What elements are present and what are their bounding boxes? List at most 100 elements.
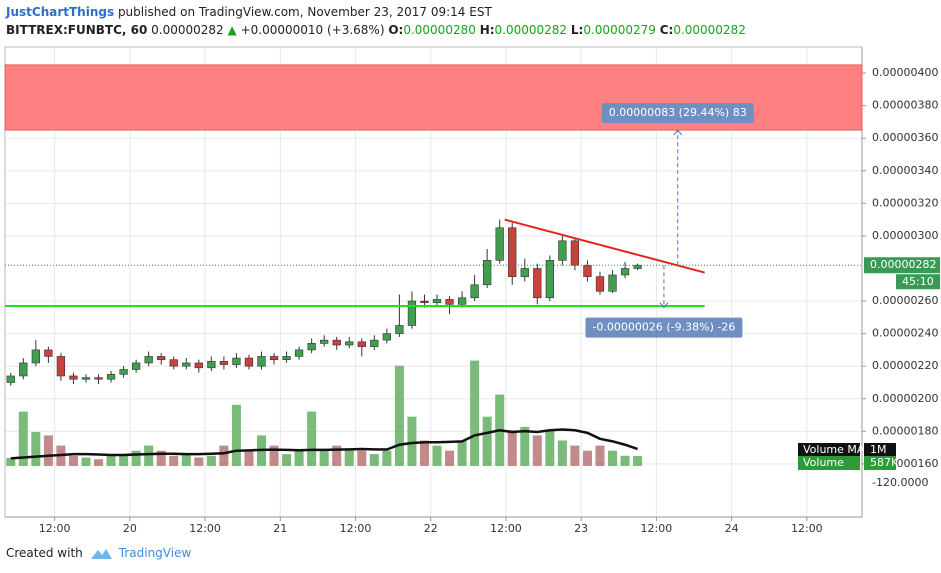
candle-body <box>533 268 542 299</box>
candle-body <box>545 260 554 299</box>
candle-body <box>56 356 66 377</box>
volume-bar <box>181 454 191 466</box>
volume-bar <box>282 454 292 466</box>
candle-body <box>345 341 354 346</box>
volume-bar <box>582 450 592 466</box>
volume-bar <box>6 458 16 466</box>
countdown-box <box>896 274 940 290</box>
candle-body <box>94 377 103 380</box>
volume-bar <box>620 455 630 466</box>
y-tick-label: 0.00000300 <box>872 229 938 242</box>
candle-body <box>106 374 116 380</box>
candle-body <box>257 356 266 367</box>
candle-body <box>144 356 153 364</box>
author[interactable]: JustChartThings <box>6 5 115 19</box>
volume-axis-label: -120.0000 <box>872 476 928 489</box>
candle-body <box>520 268 529 277</box>
created-with: Created with <box>6 546 83 560</box>
volume-bar <box>369 454 379 466</box>
volume-bar <box>357 450 367 466</box>
candle-body <box>558 240 567 261</box>
y-tick-label: 0.00000260 <box>872 294 938 307</box>
volume-bar <box>206 455 216 466</box>
ohlc-label: O: <box>388 23 404 37</box>
volume-bar <box>294 450 304 466</box>
chart: 0.00000400 0.00000380 0.00000360 0.00000340… <box>4 46 940 535</box>
volume-bar <box>407 416 417 466</box>
y-tick-label: 0.00000380 <box>872 99 938 112</box>
candle-body <box>131 362 141 370</box>
y-tick-label: 0.00000220 <box>872 359 938 372</box>
candle-body <box>608 274 617 292</box>
volume-bar <box>244 450 254 466</box>
volume-bar <box>608 450 618 466</box>
candle-body <box>570 240 580 266</box>
measure-label: -0.00000026 (-9.38%) -26 <box>592 321 735 334</box>
ohlc-value: 0.00000279 <box>583 23 656 37</box>
logo <box>90 549 112 559</box>
volume-bar <box>532 435 542 466</box>
x-tick-label: 12:00 <box>791 522 823 535</box>
ohlc-value: 0.00000280 <box>403 23 476 37</box>
candle-body <box>508 227 517 277</box>
volume-bar <box>144 445 154 466</box>
candle-body <box>244 357 254 367</box>
candle-body <box>207 361 216 369</box>
measure-box <box>601 103 754 124</box>
published: published on TradingView.com, November 2… <box>117 5 492 19</box>
volume-legend-name: Volume <box>803 456 844 469</box>
volume-bar <box>633 456 643 466</box>
brand[interactable]: TradingView <box>118 546 192 560</box>
volume-bar <box>43 435 53 466</box>
candle-body <box>583 264 592 277</box>
volume-bar <box>169 455 179 466</box>
volume-bar <box>332 445 342 466</box>
candle-body <box>407 300 417 326</box>
x-tick-label: 12:00 <box>641 522 673 535</box>
volume-bar <box>394 365 404 466</box>
ohlc-value: 0.00000282 <box>494 23 568 37</box>
volume-bar <box>344 449 354 466</box>
candle-body <box>31 349 40 364</box>
volume-bar <box>470 360 480 466</box>
y-tick-label: 0.00000400 <box>872 66 938 79</box>
y-tick-label: 0.00000320 <box>872 196 938 209</box>
candle-body <box>445 299 454 305</box>
x-tick-label: 12:00 <box>189 522 221 535</box>
y-tick-label: 0.00000360 <box>872 131 938 144</box>
x-tick-label: 21 <box>273 522 287 535</box>
volume-bar <box>81 457 91 466</box>
volume-bar <box>520 426 530 466</box>
volume-bar <box>131 450 141 466</box>
header-line: JustChartThings published on TradingView… <box>6 3 746 21</box>
candle-body <box>19 362 28 377</box>
change: +0.00000010 (+3.68%) <box>240 23 385 37</box>
volume-bar <box>31 432 41 466</box>
volume-bar <box>119 454 129 466</box>
volume-value-label: 1M <box>870 443 887 456</box>
candle-body <box>395 325 404 334</box>
candle-body <box>320 339 329 344</box>
candle-body <box>44 349 53 357</box>
measure-arrow <box>659 302 669 309</box>
volume-bar <box>319 450 329 466</box>
header: JustChartThings published on TradingView… <box>6 3 746 39</box>
volume-bar <box>231 404 241 466</box>
volume-bar <box>557 440 567 466</box>
candle-body <box>420 300 429 303</box>
candle-body <box>194 362 203 369</box>
candle-body <box>81 377 91 380</box>
candle-body <box>169 359 178 367</box>
measure-label: 0.00000083 (29.44%) 83 <box>609 106 747 119</box>
candle-body <box>157 356 166 360</box>
symbol: BITTREX:FUNBTC, 60 <box>6 23 148 37</box>
volume-legend-box <box>798 443 860 457</box>
candle-body <box>307 343 316 351</box>
x-tick-label: 23 <box>574 522 588 535</box>
candle-body <box>382 333 392 341</box>
countdown: 45:10 <box>902 275 934 288</box>
volume-bar <box>194 457 204 466</box>
x-tick-label: 22 <box>424 522 438 535</box>
header-line: BITTREX:FUNBTC, 60 0.00000282 ▲ +0.00000… <box>6 21 746 39</box>
